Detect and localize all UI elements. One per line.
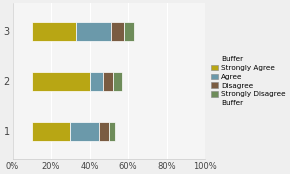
Bar [134, 22, 205, 41]
Bar [122, 72, 205, 91]
Bar [32, 72, 90, 91]
Legend: Buffer, Strongly Agree, Agree, Disagree, Strongly Disagree, Buffer: Buffer, Strongly Agree, Agree, Disagree,… [211, 55, 286, 107]
Bar [70, 122, 99, 141]
Bar [99, 122, 109, 141]
Bar [32, 22, 76, 41]
Bar [124, 22, 134, 41]
Bar [76, 22, 111, 41]
Bar [12, 22, 32, 41]
Bar [12, 72, 32, 91]
Bar [90, 72, 103, 91]
Bar [111, 22, 124, 41]
Bar [12, 122, 32, 141]
Bar [109, 122, 115, 141]
Bar [103, 72, 113, 91]
Bar [113, 72, 122, 91]
Bar [32, 122, 70, 141]
Bar [115, 122, 205, 141]
